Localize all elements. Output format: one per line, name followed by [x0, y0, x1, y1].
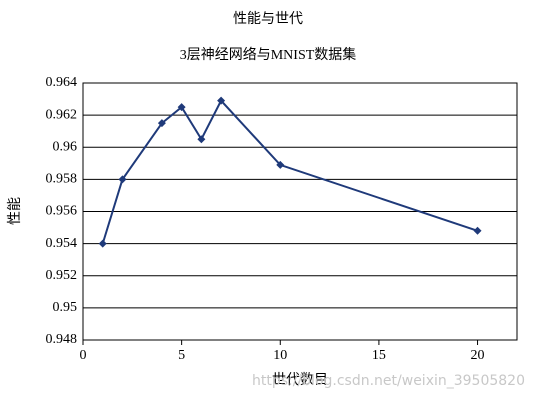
- data-point: [217, 96, 226, 105]
- series-line: [101, 98, 478, 244]
- x-tick-label: 10: [273, 348, 287, 363]
- y-tick-label: 0.958: [46, 172, 78, 187]
- y-axis-label: 性能: [7, 197, 23, 225]
- data-point: [157, 119, 166, 128]
- data-point: [197, 135, 206, 144]
- x-tick-label: 20: [471, 348, 485, 363]
- watermark: https://blog.csdn.net/weixin_39505820: [252, 373, 525, 389]
- y-tick-label: 0.954: [46, 236, 78, 251]
- chart-subtitle: 3层神经网络与MNIST数据集: [180, 46, 357, 63]
- y-tick-label: 0.956: [46, 204, 78, 219]
- y-tick-label: 0.96: [53, 139, 78, 154]
- data-point: [473, 226, 482, 235]
- y-tick-label: 0.964: [46, 75, 78, 90]
- x-tick-label: 0: [80, 348, 87, 363]
- y-tick-label: 0.962: [46, 107, 78, 122]
- x-tick-label: 5: [178, 348, 185, 363]
- y-tick-label: 0.948: [46, 332, 78, 347]
- chart-title: 性能与世代: [233, 11, 303, 27]
- y-tick-label: 0.95: [53, 300, 78, 315]
- data-point: [118, 175, 127, 184]
- x-tick-label: 15: [372, 348, 386, 363]
- y-tick-label: 0.952: [46, 268, 78, 283]
- data-point: [177, 103, 186, 112]
- x-axis-label: 世代数目: [272, 372, 328, 388]
- data-point: [98, 239, 107, 248]
- data-point: [276, 160, 285, 169]
